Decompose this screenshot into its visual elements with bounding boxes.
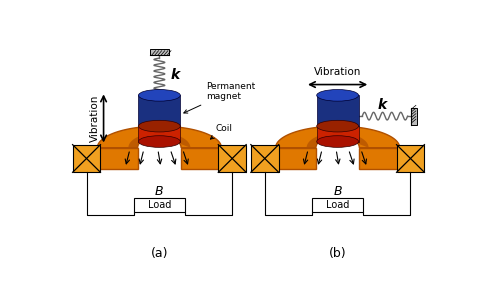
Ellipse shape [138,136,180,147]
Ellipse shape [316,120,358,132]
Text: Load: Load [148,200,171,210]
Text: Load: Load [326,200,349,210]
Bar [316,95,358,126]
Text: (b): (b) [329,248,346,260]
Polygon shape [306,133,368,148]
Ellipse shape [138,89,180,101]
Ellipse shape [138,120,180,132]
Bar [134,198,184,212]
Ellipse shape [316,136,358,147]
Bar [138,95,180,126]
Text: $\mathbf{\mathit{B}}$: $\mathbf{\mathit{B}}$ [154,185,164,198]
Bar [276,148,316,169]
Text: Permanent
magnet: Permanent magnet [184,82,255,113]
Ellipse shape [316,89,358,101]
Bar [360,148,400,169]
Polygon shape [98,126,222,148]
Bar [411,108,418,125]
Text: Coil: Coil [210,124,232,139]
Text: Vibration: Vibration [90,95,100,142]
Bar [312,198,363,212]
Text: k: k [170,68,179,82]
Text: k: k [378,98,387,112]
Bar [138,126,180,141]
Bar [181,148,222,169]
Text: Vibration: Vibration [314,67,362,77]
Bar [251,145,278,172]
Bar [72,145,101,172]
Bar [150,49,169,55]
Polygon shape [128,133,190,148]
Bar [316,126,358,141]
Polygon shape [276,126,400,148]
Bar [218,145,246,172]
Text: (a): (a) [150,248,168,260]
Bar [98,148,138,169]
Bar [396,145,424,172]
Text: $\mathbf{\mathit{B}}$: $\mathbf{\mathit{B}}$ [332,185,342,198]
